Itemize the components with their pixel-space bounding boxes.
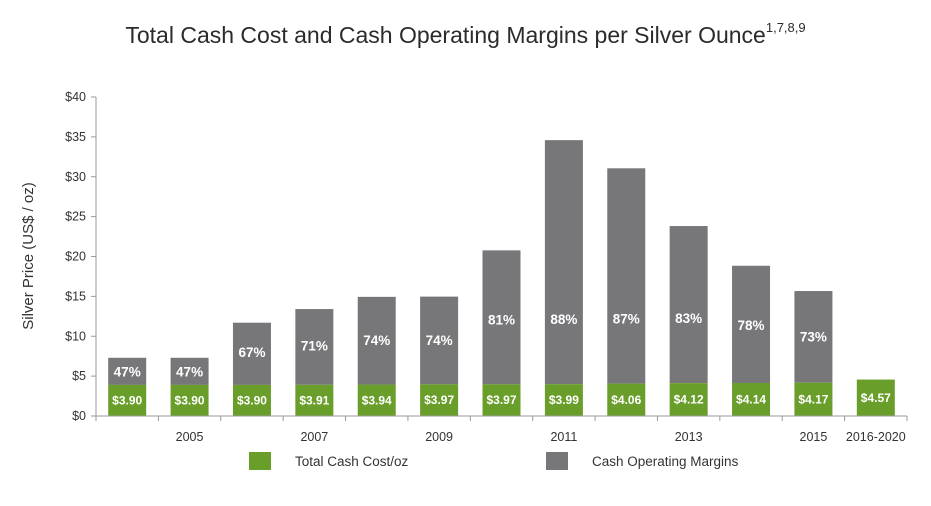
cost-data-label: $3.94 [362,393,392,407]
cost-data-label: $4.17 [798,392,828,406]
bar-cash-cost [544,384,583,416]
bar-operating-margin [607,168,646,384]
cost-data-label: $4.57 [861,391,891,405]
y-tick-label: $35 [65,130,86,144]
chart-title-superscript: 1,7,8,9 [765,20,806,36]
bar-operating-margin [420,296,459,385]
y-tick-label: $20 [65,250,86,264]
bar-cash-cost [482,384,521,416]
bar-cash-cost [607,383,646,416]
bar-cash-cost [420,384,459,416]
bar-operating-margin [669,226,708,384]
bar-operating-margin [108,357,147,385]
x-tick-label: 2007 [300,430,328,444]
bar-cash-cost [232,384,271,416]
legend-label-cash-cost: Total Cash Cost/oz [295,453,409,469]
margin-data-label: 81% [488,312,515,327]
cost-data-label: $3.90 [175,393,205,407]
margin-data-label: 47% [176,364,203,379]
margin-data-label: 83% [675,311,702,326]
y-axis-label: Silver Price (US$ / oz) [20,182,37,330]
x-tick-label: 2016-2020 [846,430,906,444]
cost-data-label: $4.14 [736,392,766,406]
bar-cash-cost [357,384,396,416]
cost-data-label: $3.97 [424,393,454,407]
bar-cash-cost [856,379,895,416]
y-axis: $0 $5 $10 $15 $20 $25 $30 $35 $40 [65,90,97,423]
bar-cash-cost [170,384,209,416]
legend-label-operating-margins: Cash Operating Margins [592,453,739,469]
y-tick-label: $5 [72,369,86,383]
cost-data-label: $4.06 [611,393,641,407]
margin-data-label: 71% [301,339,328,354]
cost-data-label: $3.90 [112,393,142,407]
bar-cash-cost [669,383,708,416]
margin-data-label: 74% [363,333,390,348]
bar-cash-cost [295,384,334,416]
margin-data-label: 74% [426,333,453,348]
margin-data-label: 78% [738,318,765,333]
x-tick-label: 2005 [176,430,204,444]
legend-swatch-operating-margins [546,452,568,470]
x-tick-label: 2015 [800,430,828,444]
chart-title: Total Cash Cost and Cash Operating Margi… [0,20,931,49]
x-axis: 2005 2007 2009 2011 2013 2015 2016-2020 [95,415,908,444]
cost-data-label: $4.12 [674,393,704,407]
bar-operating-margin [544,140,583,385]
legend-swatch-cash-cost [249,452,271,470]
y-tick-label: $10 [65,329,86,343]
bar-cash-cost [732,382,771,416]
bar-cash-cost [794,382,833,416]
legend-item-operating-margins: Cash Operating Margins [546,452,738,470]
legend-item-cash-cost: Total Cash Cost/oz [249,452,408,470]
bar-operating-margin [295,309,334,385]
cost-data-label: $3.99 [549,393,579,407]
cost-data-label: $3.97 [486,393,516,407]
bar-operating-margin [794,291,833,383]
y-tick-label: $40 [65,90,86,104]
y-tick-label: $25 [65,210,86,224]
bar-operating-margin [232,322,271,385]
x-tick-label: 2009 [425,430,453,444]
cost-data-label: $3.90 [237,393,267,407]
bar-operating-margin [482,250,521,385]
margin-data-label: 87% [613,312,640,327]
chart-title-text: Total Cash Cost and Cash Operating Margi… [125,22,766,48]
y-tick-label: $30 [65,170,86,184]
x-tick-label: 2013 [675,430,703,444]
margin-data-label: 73% [800,329,827,344]
y-tick-label: $15 [65,289,86,303]
bars: 47% $3.90 47% $3.90 67% $3.90 71% $3.91 74% $3.94… [108,140,895,416]
bar-operating-margin [732,265,771,383]
x-tick-label: 2011 [550,430,577,444]
margin-data-label: 67% [238,345,265,360]
margin-data-label: 88% [550,312,577,327]
cost-data-label: $3.91 [299,393,329,407]
margin-data-label: 47% [114,364,141,379]
bar-cash-cost [108,384,147,416]
y-tick-label: $0 [72,409,86,423]
bar-operating-margin [357,296,396,385]
bar-operating-margin [170,357,209,385]
legend: Total Cash Cost/oz Cash Operating Margin… [0,452,931,474]
